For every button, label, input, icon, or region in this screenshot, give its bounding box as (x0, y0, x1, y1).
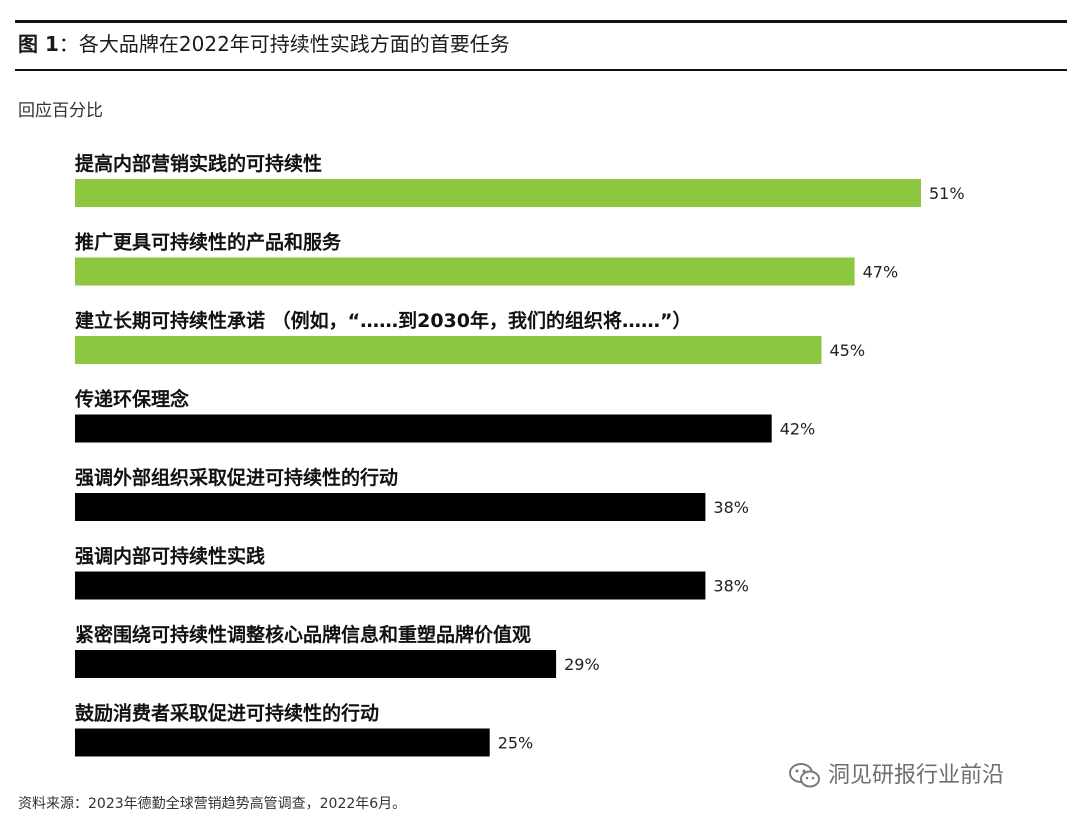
figure-title: 图 1：各大品牌在2022年可持续性实践方面的首要任务 (18, 30, 510, 58)
bar (75, 257, 855, 286)
bar (75, 179, 921, 207)
value-label: 38% (713, 577, 749, 596)
value-label: 51% (929, 184, 965, 203)
bar (75, 728, 490, 757)
category-label: 紧密围绕可持续性调整核心品牌信息和重塑品牌价值观 (75, 623, 531, 646)
category-label: 强调外部组织采取促进可持续性的行动 (75, 466, 398, 489)
watermark-text: 洞见研报行业前沿 (828, 763, 1005, 788)
bar (75, 571, 706, 600)
category-label: 鼓励消费者采取促进可持续性的行动 (75, 702, 379, 725)
watermark: 洞见研报行业前沿 (788, 760, 1004, 792)
value-label: 29% (564, 655, 600, 674)
chart-subtitle: 回应百分比 (18, 101, 103, 121)
bar (75, 650, 557, 678)
wechat-icon (789, 763, 820, 788)
value-label: 42% (780, 420, 816, 439)
source-note: 资料来源：2023年德勤全球营销趋势高管调查，2022年6月。 (18, 796, 407, 812)
value-label: 45% (830, 341, 866, 360)
category-label: 推广更具可持续性的产品和服务 (75, 231, 342, 254)
category-label: 提高内部营销实践的可持续性 (75, 152, 322, 175)
bar (75, 336, 822, 364)
category-label: 强调内部可持续性实践 (75, 545, 265, 568)
bar (75, 493, 706, 521)
figure-title-text: 各大品牌在2022年可持续性实践方面的首要任务 (78, 32, 510, 56)
category-label: 传递环保理念 (74, 388, 189, 411)
bar-chart: 提高内部营销实践的可持续性 51% 推广更具可持续性的产品和服务 47% 建立长期可持续… (74, 152, 965, 757)
title-rule-bottom (15, 69, 1067, 71)
value-label: 25% (498, 734, 534, 753)
figure-label: 图 1 (18, 32, 59, 56)
bar (75, 414, 772, 443)
value-label: 47% (863, 263, 899, 282)
figure-separator: ： (58, 32, 79, 56)
title-rule-top (15, 20, 1067, 23)
category-label: 建立长期可持续性承诺 （例如，“……到2030年，我们的组织将……”） (75, 309, 691, 332)
value-label: 38% (713, 498, 749, 517)
